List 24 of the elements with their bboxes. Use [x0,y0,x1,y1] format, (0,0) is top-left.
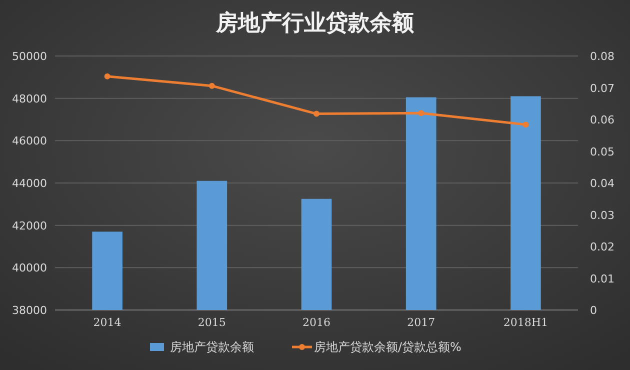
y-tick-label: 42000 [12,219,47,232]
y2-tick-label: 0.08 [590,50,614,63]
y-tick-label: 46000 [12,134,47,148]
y2-tick-label: 0.04 [590,177,614,190]
x-tick-label: 2015 [198,316,226,329]
y-tick-label: 40000 [12,262,47,275]
y2-tick-label: 0.05 [590,145,614,158]
x-tick-label: 2017 [407,316,436,329]
y-tick-label: 48000 [12,92,47,106]
y-tick-label: 44000 [12,177,47,190]
y-tick-label: 50000 [12,50,47,63]
x-tick-label: 2018H1 [503,316,548,329]
y2-tick-label: 0.03 [590,208,614,222]
y2-tick-label: 0.01 [590,272,614,286]
x-tick-label: 2016 [302,316,330,329]
y2-tick-label: 0.06 [590,114,614,126]
legend-label: 房地产贷款余额 [170,340,254,354]
y2-tick-label: 0.07 [590,82,614,95]
legend-label: 房地产贷款余额/贷款总额% [314,340,462,354]
y-tick-label: 38000 [12,304,47,317]
y2-tick-label: 0 [590,304,597,317]
y2-tick-label: 0.02 [590,240,614,254]
chart-title: 房地产行业贷款余额 [215,10,415,36]
x-tick-label: 2014 [93,316,122,329]
